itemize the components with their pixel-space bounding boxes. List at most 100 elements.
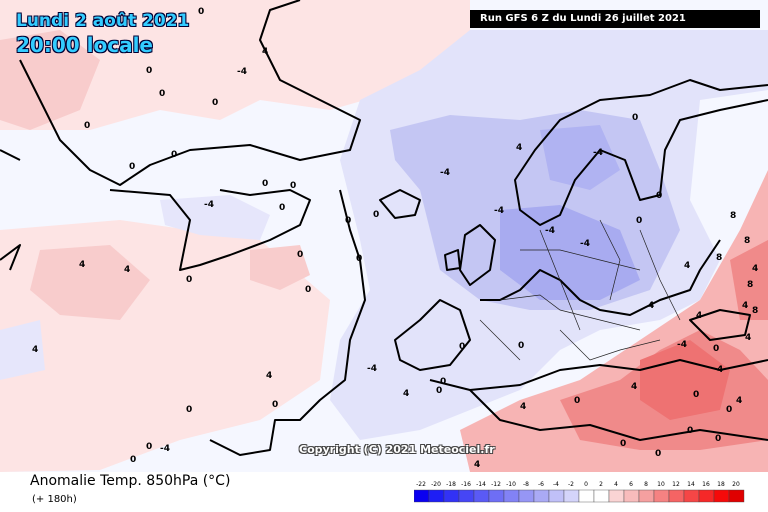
contour-label: -4 [545, 226, 555, 236]
contour-label: 4 [742, 301, 748, 311]
contour-label: 0 [345, 216, 351, 226]
anomaly-strong-warm-area [730, 240, 768, 320]
contour-label: 0 [632, 113, 638, 123]
contour-label: 4 [516, 143, 522, 153]
legend-color-swatch [548, 489, 565, 503]
contour-label: 4 [474, 460, 480, 470]
legend-color-swatch [638, 489, 655, 503]
contour-label: 0 [436, 386, 442, 396]
run-banner: Run GFS 6 Z du Lundi 26 juillet 2021 [470, 10, 760, 28]
contour-label: 8 [744, 236, 750, 246]
legend-tick-label: -20 [431, 481, 441, 488]
contour-label: -4 [580, 239, 590, 249]
legend-tick-label: -8 [523, 481, 529, 488]
legend-color-swatch [578, 489, 595, 503]
legend-color-swatch [533, 489, 550, 503]
contour-label: 0 [305, 285, 311, 295]
contour-label: -4 [367, 364, 377, 374]
legend-color-swatch [428, 489, 445, 503]
baffin-coast [0, 189, 311, 271]
legend-tick-label: 2 [599, 481, 603, 488]
legend-color-swatch [608, 489, 625, 503]
anomaly-warm-area [250, 245, 310, 290]
contour-label: 0 [636, 216, 642, 226]
contour-label: 0 [171, 150, 177, 160]
anomaly-light-warm-area [0, 0, 470, 130]
forecast-local-time: 20:00 locale [16, 33, 153, 57]
europe-coast [394, 239, 721, 371]
contour-label: 0 [146, 66, 152, 76]
contour-label: 8 [716, 253, 722, 263]
legend-color-swatch [563, 489, 580, 503]
contour-label: 4 [124, 265, 130, 275]
contour-label: -4 [237, 67, 247, 77]
legend-color-swatch [503, 489, 520, 503]
contour-label: 0 [130, 455, 136, 465]
copyright-text: Copyright (C) 2021 Meteociel.fr [299, 443, 495, 456]
contour-label: 4 [520, 402, 526, 412]
contour-label: 4 [262, 47, 268, 57]
legend-tick-label: 16 [702, 481, 710, 488]
contour-label: 4 [684, 261, 690, 271]
legend-color-swatch [728, 489, 745, 503]
contour-label: 0 [574, 396, 580, 406]
contour-label: 4 [79, 260, 85, 270]
legend-tick-label: 20 [732, 481, 740, 488]
uk-coast [444, 224, 496, 286]
forecast-date: Lundi 2 août 2021 [16, 11, 190, 31]
legend-tick-label: -4 [553, 481, 559, 488]
color-legend: -22 -20 -18 -16 -14 -12 -10 -8 -6 -4 -2 0 2 4 6 8 10 12 14… [414, 481, 745, 503]
contour-label: 0 [198, 7, 204, 17]
legend-tick-label: 4 [614, 481, 618, 488]
contour-label: -4 [440, 168, 450, 178]
contour-label: 0 [713, 344, 719, 354]
contour-label: 8 [730, 211, 736, 221]
legend-tick-label: 18 [717, 481, 725, 488]
legend-tick-label: -2 [568, 481, 574, 488]
contour-label: -4 [204, 200, 214, 210]
legend-tick-label: -22 [416, 481, 426, 488]
legend-color-swatch [458, 489, 475, 503]
mediterranean-coast [429, 359, 768, 441]
contour-label: 4 [745, 333, 751, 343]
black-sea-coast [689, 309, 751, 341]
contour-label: 0 [655, 449, 661, 459]
contour-label: 8 [747, 280, 753, 290]
anomaly-strong-warm-area [640, 340, 730, 420]
legend-color-swatch [414, 489, 430, 503]
contour-label: -4 [494, 206, 504, 216]
anomaly-strong-cold-area [540, 125, 620, 190]
legend-tick-label: -16 [461, 481, 471, 488]
legend-tick-label: -14 [476, 481, 486, 488]
country-borders [479, 219, 681, 361]
anomaly-warm-area [0, 30, 100, 130]
contour-label: 4 [696, 311, 702, 321]
contour-label: 4 [631, 382, 637, 392]
legend-color-swatch [653, 489, 670, 503]
contour-label: 0 [693, 390, 699, 400]
legend-color-swatch [593, 489, 610, 503]
contour-label: 4 [752, 264, 758, 274]
contour-label: 4 [403, 389, 409, 399]
greenland-coast [0, 0, 361, 186]
contour-label: -4 [677, 340, 687, 350]
contour-label: 0 [290, 181, 296, 191]
contour-label: 0 [687, 426, 693, 436]
legend-tick-label: 10 [657, 481, 665, 488]
legend-tick-label: 6 [629, 481, 633, 488]
contour-label: 0 [186, 405, 192, 415]
legend-tick-label: -18 [446, 481, 456, 488]
anomaly-light-cold-area [0, 320, 45, 380]
legend-color-swatch [683, 489, 700, 503]
legend-color-swatch [668, 489, 685, 503]
anomaly-warm-area [30, 245, 150, 320]
contour-label: 0 [297, 250, 303, 260]
contour-label: 0 [518, 341, 524, 351]
legend-color-swatch [698, 489, 715, 503]
legend-tick-label: -6 [538, 481, 544, 488]
contour-label: 0 [84, 121, 90, 131]
legend-tick-label: 14 [687, 481, 695, 488]
contour-label: 0 [459, 342, 465, 352]
contour-label: 0 [159, 89, 165, 99]
contour-label: 0 [272, 400, 278, 410]
